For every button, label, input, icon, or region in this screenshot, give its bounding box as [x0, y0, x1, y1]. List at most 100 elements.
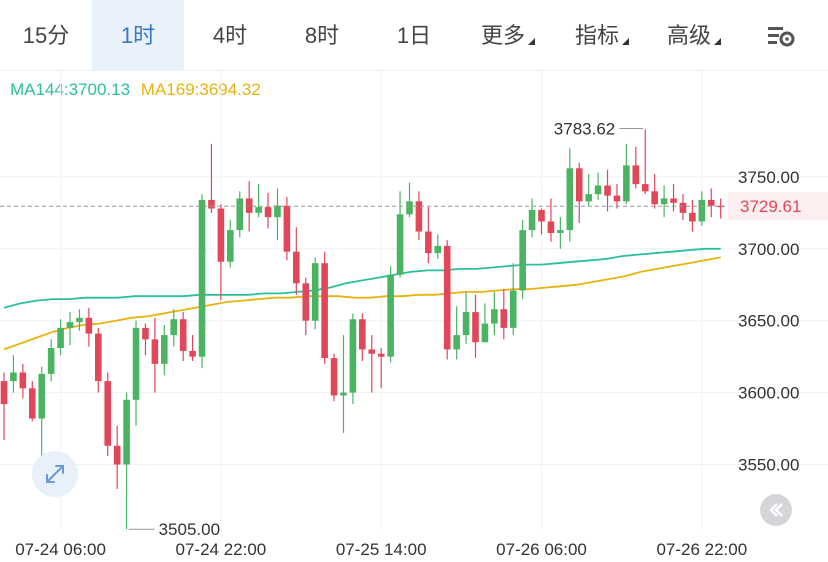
candle-body — [10, 372, 17, 382]
candle-body — [274, 205, 281, 218]
last-price-badge — [728, 192, 828, 221]
tab-more[interactable]: 更多 — [462, 0, 554, 70]
candle-body — [293, 251, 300, 284]
candle-body — [462, 312, 470, 336]
candle-body — [566, 168, 574, 231]
legend-ma169: MA169:3694.32 — [140, 80, 261, 99]
tab-advanced[interactable]: 高级 — [648, 0, 740, 70]
candle-body — [0, 381, 8, 405]
candle-body — [151, 339, 159, 364]
candle-body — [651, 191, 658, 205]
candle-body — [85, 317, 93, 334]
candle-body — [38, 373, 46, 419]
high-price-label: 3783.62 — [554, 120, 615, 139]
candle-body — [500, 309, 508, 328]
x-tick-label: 07-26 06:00 — [496, 540, 587, 559]
candle-body — [311, 263, 319, 321]
candle-body — [670, 198, 677, 203]
candle-body — [613, 195, 621, 202]
candle-body — [472, 312, 479, 343]
candle-body — [707, 199, 715, 206]
candle-body — [104, 381, 112, 446]
candle-body — [547, 221, 555, 233]
expand-chart-button[interactable] — [32, 451, 78, 497]
tab-15min[interactable]: 15分 — [22, 23, 70, 48]
candle-body — [406, 201, 413, 215]
ma169-line — [3, 256, 721, 351]
candle-body — [575, 168, 583, 202]
candle-body — [208, 199, 215, 209]
tab-1d[interactable]: 1日 — [396, 23, 432, 48]
candle-body — [255, 207, 262, 213]
candle-body — [123, 399, 130, 465]
candle-body — [76, 317, 83, 323]
tab-indicators[interactable]: 指标 — [556, 0, 648, 70]
x-tick-label: 07-26 22:00 — [656, 540, 747, 559]
y-tick-label: 3600.00 — [738, 384, 799, 403]
candle-body — [330, 358, 338, 396]
candle-body — [161, 335, 168, 364]
candle-body — [632, 165, 640, 185]
candle-body — [66, 322, 74, 328]
tab-divider — [0, 70, 828, 71]
candle-body — [481, 323, 489, 343]
last-price-label: 3729.61 — [740, 197, 801, 216]
candle-body — [28, 388, 36, 419]
tab-8h[interactable]: 8时 — [304, 23, 340, 48]
candle-body — [47, 348, 55, 374]
ma-legend: MA144:3700.13 MA169:3694.32 — [10, 80, 267, 100]
candle-body — [359, 319, 366, 350]
candle-body — [227, 230, 234, 262]
candle-body — [179, 319, 187, 351]
candle-body — [396, 214, 404, 275]
candle-body — [349, 319, 357, 393]
x-tick-label: 07-24 06:00 — [15, 540, 106, 559]
low-price-label: 3505.00 — [159, 520, 220, 539]
double-chevron-left-icon — [769, 503, 783, 517]
candle-body — [557, 230, 564, 233]
candle-body — [368, 349, 376, 354]
x-tick-label: 07-24 22:00 — [176, 540, 267, 559]
candle-body — [217, 208, 225, 262]
candle-body — [142, 327, 149, 340]
candle-body — [245, 198, 253, 213]
candle-body — [170, 319, 178, 336]
candle-body — [321, 263, 328, 359]
dropdown-triangle-icon — [528, 38, 535, 45]
candle-body — [236, 198, 244, 231]
dropdown-triangle-icon — [714, 38, 721, 45]
candle-body — [302, 283, 310, 321]
candle-body — [698, 199, 706, 222]
candle-body — [689, 212, 696, 222]
candle-body — [189, 350, 196, 357]
candle-body — [509, 290, 517, 328]
y-tick-label: 3550.00 — [738, 455, 799, 474]
candle-body — [264, 207, 272, 218]
legend-ma144: MA144:3700.13 — [10, 80, 131, 99]
candle-body — [491, 309, 498, 324]
candle-body — [57, 327, 64, 349]
candle-body — [519, 230, 526, 291]
candle-body — [377, 353, 385, 357]
candle-body — [641, 184, 649, 192]
timeframe-tabs: 15分 1时 4时 8时 1日 更多 指标 高级 — [0, 0, 828, 70]
collapse-panel-button[interactable] — [760, 494, 792, 526]
candle-body — [443, 245, 451, 350]
candle-body — [594, 185, 602, 195]
candle-body — [660, 198, 668, 205]
candle-body — [453, 335, 460, 350]
candle-body — [340, 392, 347, 396]
candle-body — [528, 209, 536, 231]
tab-1h[interactable]: 1时 — [92, 0, 184, 70]
dropdown-triangle-icon — [622, 38, 629, 45]
tab-4h[interactable]: 4时 — [212, 23, 248, 48]
x-tick-label: 07-25 14:00 — [336, 540, 427, 559]
candle-body — [623, 165, 630, 202]
y-tick-label: 3700.00 — [738, 240, 799, 259]
candle-body — [387, 274, 394, 357]
candle-body — [679, 202, 687, 213]
chart-settings-button[interactable] — [752, 0, 812, 70]
candle-body — [425, 231, 432, 254]
candle-body — [585, 194, 592, 202]
